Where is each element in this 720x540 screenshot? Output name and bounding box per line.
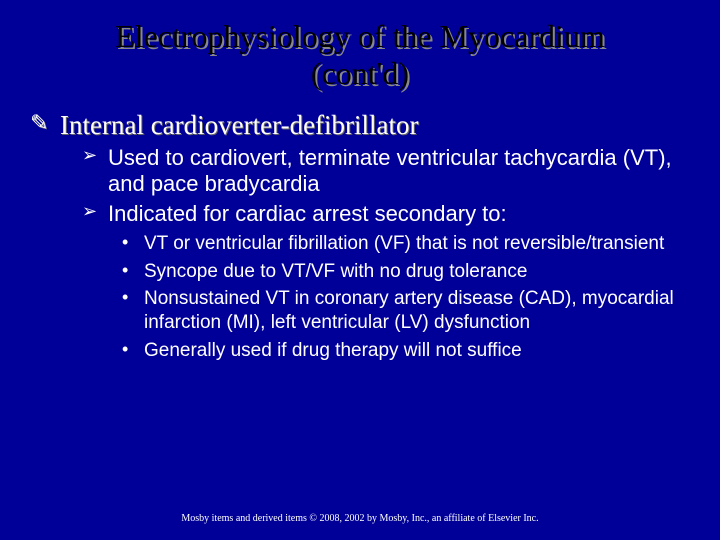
level3-bullet-icon: • <box>122 260 144 282</box>
level2-bullet-icon: ➢ <box>82 145 108 166</box>
level3-item: • Nonsustained VT in coronary artery dis… <box>122 287 690 335</box>
level3-item: • Syncope due to VT/VF with no drug tole… <box>122 260 690 284</box>
level2-item: ➢ Used to cardiovert, terminate ventricu… <box>82 145 690 198</box>
level3-text: Syncope due to VT/VF with no drug tolera… <box>144 260 527 284</box>
level2-bullet-icon: ➢ <box>82 201 108 222</box>
title-line-1: Electrophysiology of the Myocardium <box>115 18 605 54</box>
level3-bullet-icon: • <box>122 232 144 254</box>
copyright-footer: Mosby items and derived items © 2008, 20… <box>0 513 720 524</box>
level1-text: Internal cardioverter-defibrillator <box>60 110 419 141</box>
level3-text: VT or ventricular fibrillation (VF) that… <box>144 232 664 256</box>
slide: Electrophysiology of the Myocardium (con… <box>0 0 720 540</box>
level3-bullet-icon: • <box>122 287 144 309</box>
title-line-2: (cont'd) <box>311 55 409 91</box>
level3-text: Nonsustained VT in coronary artery disea… <box>144 287 690 335</box>
level3-text: Generally used if drug therapy will not … <box>144 339 522 363</box>
level2-item: ➢ Indicated for cardiac arrest secondary… <box>82 201 690 227</box>
slide-title: Electrophysiology of the Myocardium (con… <box>30 18 690 92</box>
level3-bullet-icon: • <box>122 339 144 361</box>
level3-item: • VT or ventricular fibrillation (VF) th… <box>122 232 690 256</box>
level3-item: • Generally used if drug therapy will no… <box>122 339 690 363</box>
level2-text: Indicated for cardiac arrest secondary t… <box>108 201 507 227</box>
level1-item: ✎ Internal cardioverter-defibrillator <box>30 110 690 141</box>
level1-bullet-icon: ✎ <box>30 110 60 136</box>
level2-text: Used to cardiovert, terminate ventricula… <box>108 145 690 198</box>
